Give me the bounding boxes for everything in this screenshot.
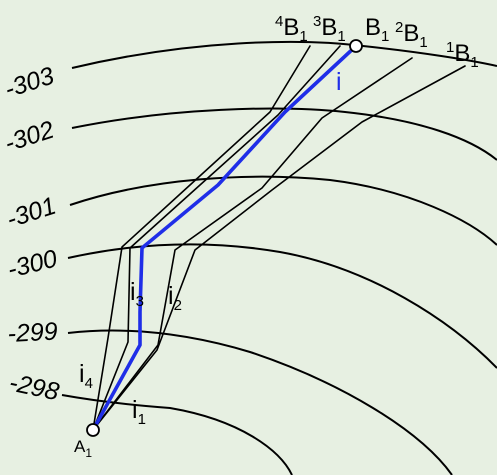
route-1 (92, 65, 466, 431)
point-label-4b1: 4B1 (275, 13, 308, 45)
contour-line-303 (71, 40, 497, 69)
contour-label-300: -300 (5, 245, 60, 284)
point-label-b1: B1 (365, 14, 389, 45)
contour-line-299 (67, 329, 453, 475)
contour-line-301 (69, 175, 497, 246)
point-label-a1: A1 (74, 437, 92, 460)
route-label-i4: i4 (79, 360, 93, 392)
route-2 (92, 57, 413, 431)
contour-line-300 (67, 243, 497, 369)
point-b1-marker (349, 39, 363, 53)
contour-label-302: -302 (1, 116, 57, 158)
route-label-i1: i1 (132, 396, 146, 428)
contour-label-303: -303 (1, 62, 57, 104)
contour-label-301: -301 (3, 192, 59, 234)
point-label-2b1: 2B1 (395, 19, 428, 51)
route-4 (92, 45, 311, 431)
contour-line-302 (71, 107, 497, 161)
point-label-3b1: 3B1 (313, 13, 346, 45)
contour-label-298: -298 (7, 368, 62, 406)
route-label-i3: i3 (130, 278, 144, 310)
route-label-main: i (336, 68, 342, 96)
point-label-1b1: 1B1 (446, 39, 479, 71)
route-4-branch (92, 45, 341, 431)
route-main (91, 44, 358, 432)
route-label-i2: i2 (168, 282, 182, 314)
contour-label-299: -299 (7, 317, 59, 348)
contour-line-298 (61, 394, 293, 475)
point-a1-marker (86, 423, 100, 437)
